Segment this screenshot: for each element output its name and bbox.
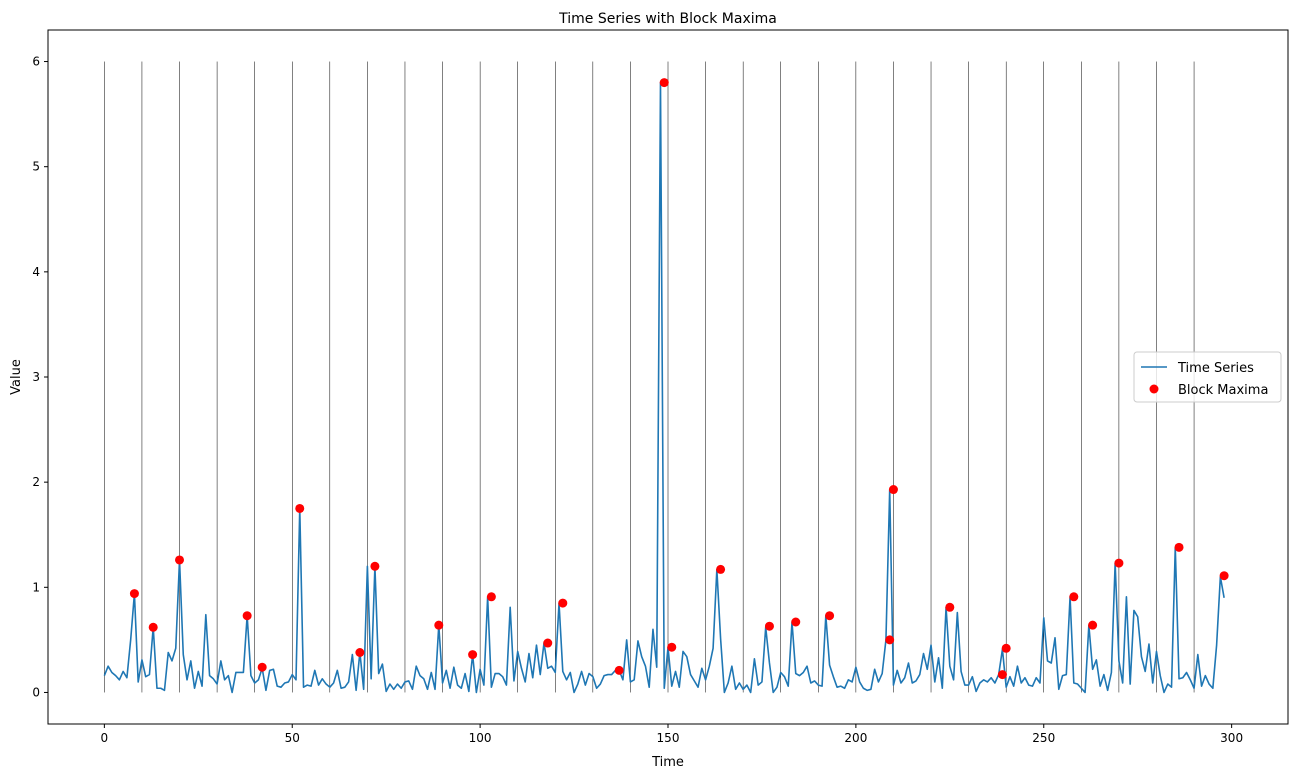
block-maxima-point: [659, 78, 669, 88]
block-maxima-point: [997, 670, 1007, 680]
y-axis: 0 1 2 3 4 5 6: [32, 55, 48, 699]
block-maxima-point: [667, 642, 677, 652]
x-tick-label: 100: [469, 731, 492, 745]
block-maxima-point: [175, 555, 185, 565]
block-maxima-point: [434, 620, 444, 630]
block-maxima-point: [885, 635, 895, 645]
x-tick-label: 300: [1220, 731, 1243, 745]
block-maxima-point: [558, 598, 568, 608]
legend-label-block-maxima: Block Maxima: [1178, 383, 1268, 398]
plot-area: [103, 61, 1229, 694]
block-maxima-point: [1174, 542, 1184, 552]
x-tick-label: 250: [1032, 731, 1055, 745]
x-tick-label: 150: [657, 731, 680, 745]
legend-dot-swatch: [1149, 384, 1159, 394]
chart-title: Time Series with Block Maxima: [558, 11, 777, 27]
block-maxima-point: [370, 561, 380, 571]
x-tick-label: 0: [101, 731, 109, 745]
x-axis-label: Time: [651, 755, 684, 770]
y-tick-label: 6: [32, 55, 40, 69]
block-maxima-point: [1069, 592, 1079, 602]
block-maxima-point: [129, 589, 139, 599]
block-maxima-point: [614, 665, 624, 675]
y-tick-label: 0: [32, 685, 40, 699]
legend-box: [1133, 351, 1282, 403]
block-maxima-point: [242, 611, 252, 621]
block-maxima-point: [148, 622, 158, 632]
block-maxima-point: [295, 503, 305, 513]
block-maxima-point: [468, 650, 478, 660]
y-tick-label: 4: [32, 265, 40, 279]
block-maxima-point: [716, 564, 726, 574]
x-tick-label: 50: [285, 731, 300, 745]
y-tick-label: 5: [32, 160, 40, 174]
x-axis: 0 50 100 150 200 250 300: [101, 724, 1243, 745]
block-maxima-point: [486, 592, 496, 602]
y-tick-label: 2: [32, 475, 40, 489]
block-maxima-point: [888, 485, 898, 495]
block-maxima-point: [257, 662, 267, 672]
block-maxima-point: [1219, 571, 1229, 581]
block-maxima-point: [764, 621, 774, 631]
legend: Time Series Block Maxima: [1133, 351, 1282, 403]
block-maxima-point: [825, 611, 835, 621]
block-maxima-point: [1114, 558, 1124, 568]
legend-label-time-series: Time Series: [1177, 361, 1254, 376]
block-maxima-point: [1088, 620, 1098, 630]
block-boundaries: [104, 61, 1195, 693]
block-maxima-points: [129, 78, 1229, 680]
block-maxima-point: [355, 647, 365, 657]
block-maxima-point: [945, 602, 955, 612]
time-series-line: [103, 81, 1225, 694]
block-maxima-point: [791, 617, 801, 627]
block-maxima-point: [543, 638, 553, 648]
block-maxima-point: [1001, 643, 1011, 653]
y-axis-label: Value: [9, 359, 24, 395]
y-tick-label: 1: [32, 580, 40, 594]
y-tick-label: 3: [32, 370, 40, 384]
x-tick-label: 200: [844, 731, 867, 745]
